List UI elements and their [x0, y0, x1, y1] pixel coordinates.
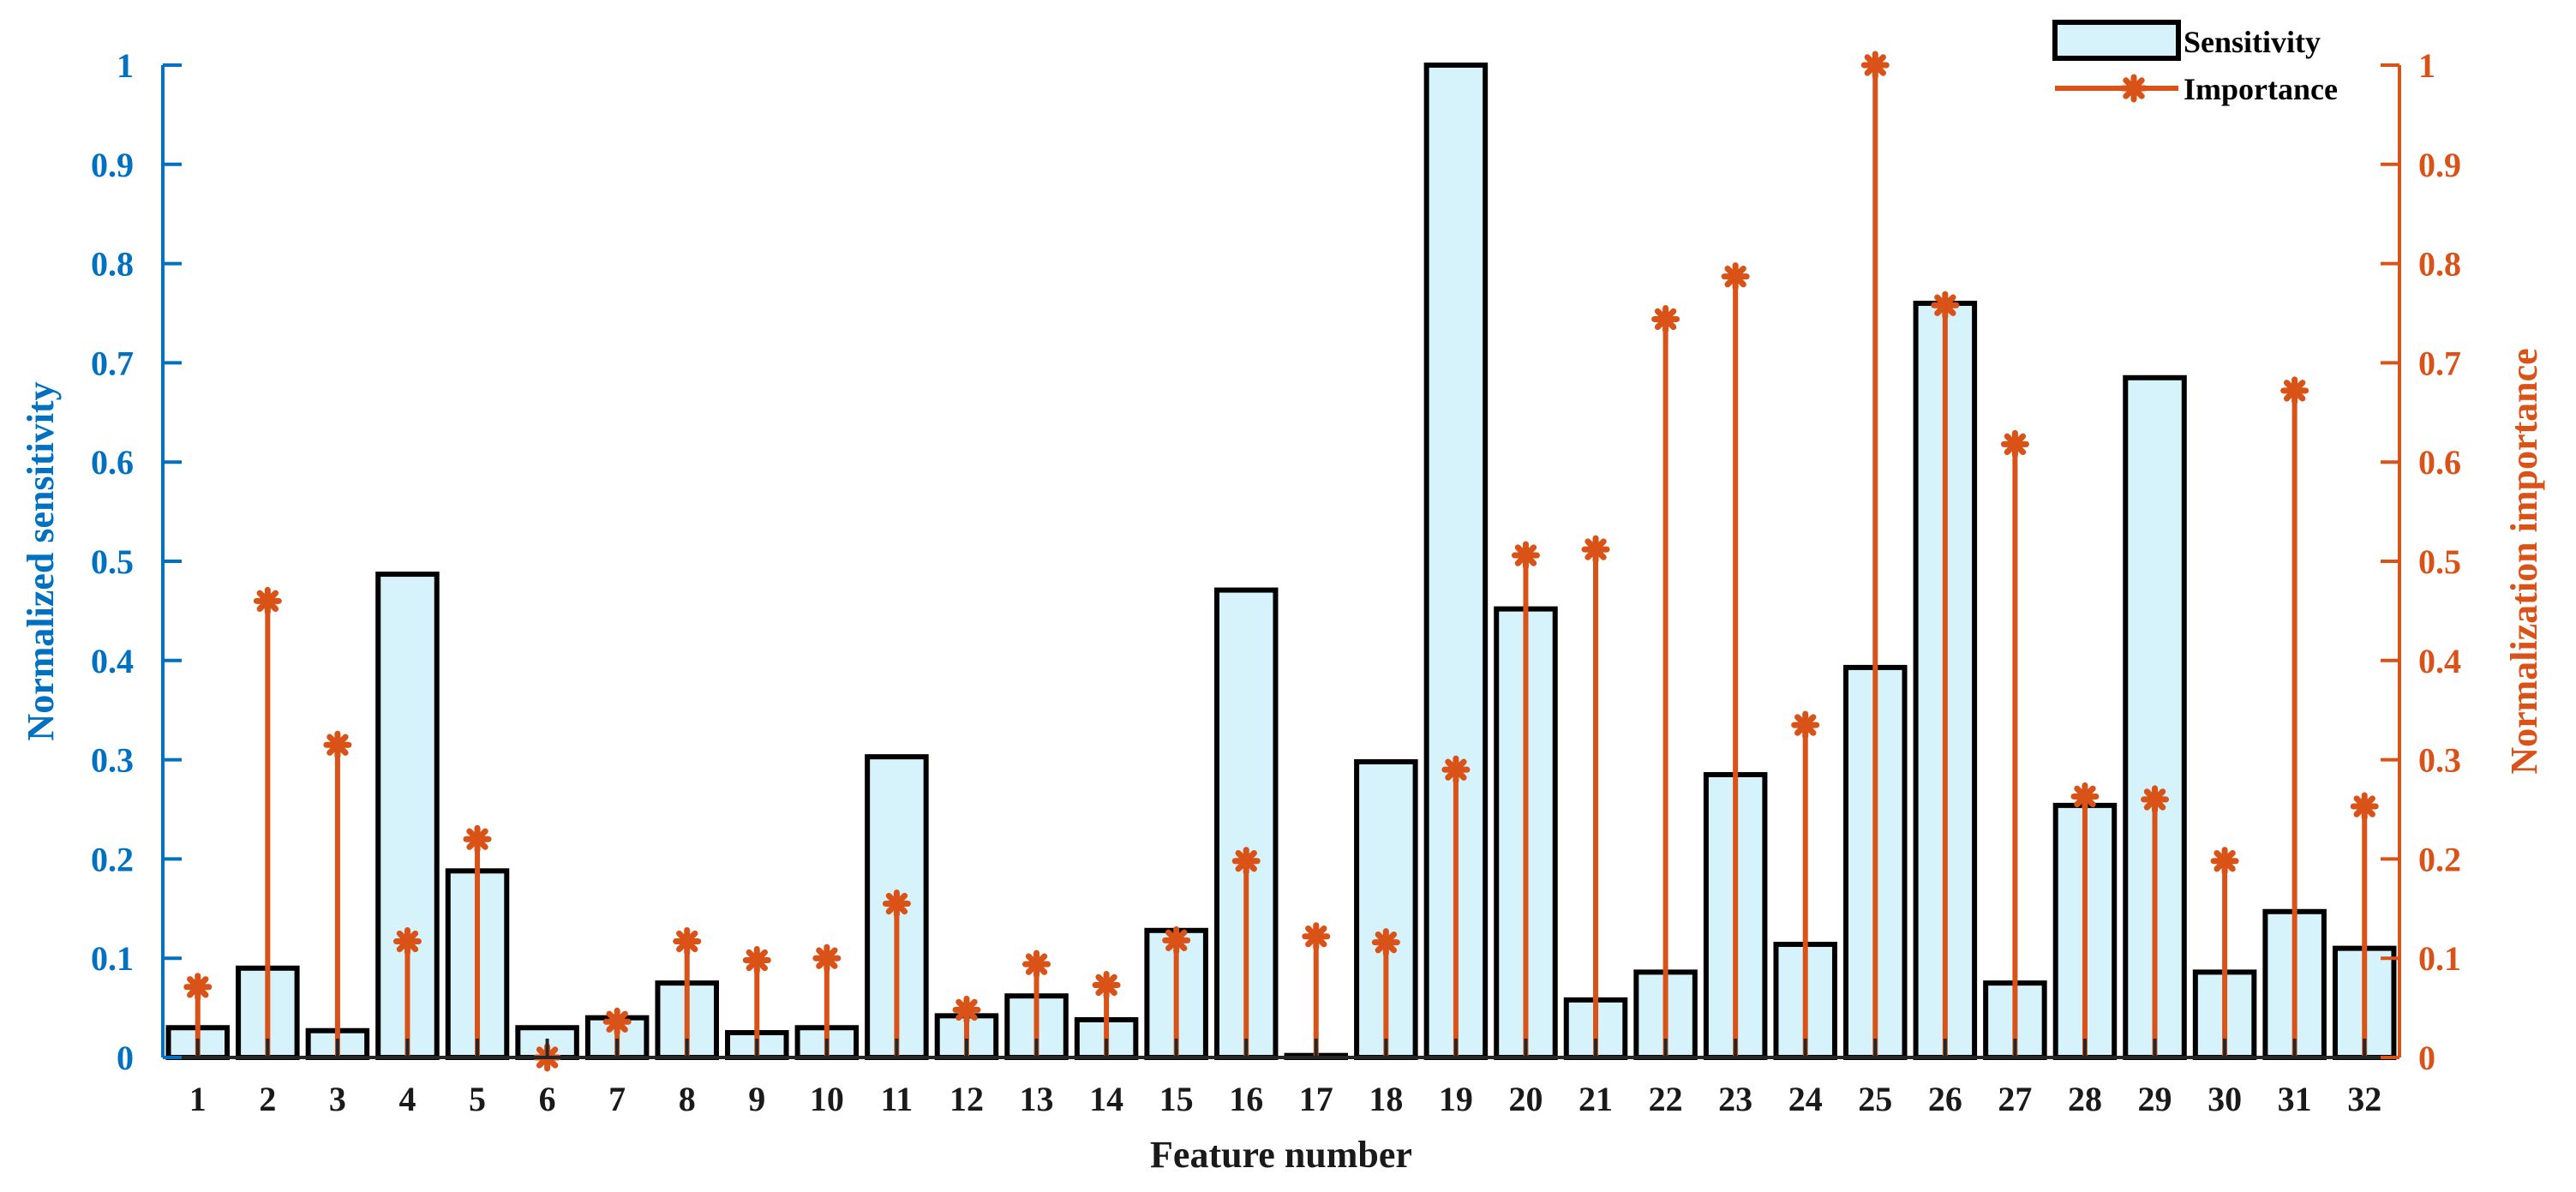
importance-marker-20 — [1511, 541, 1540, 570]
x-tick-label: 9 — [748, 1080, 765, 1118]
x-tick-label: 29 — [2138, 1080, 2172, 1118]
legend-sensitivity-swatch — [2052, 20, 2181, 61]
x-tick-label: 19 — [1439, 1080, 1473, 1118]
importance-marker-23 — [1721, 262, 1750, 291]
x-tick-label: 24 — [1788, 1080, 1823, 1118]
x-tick-label: 30 — [2208, 1080, 2242, 1118]
importance-marker-8 — [673, 927, 702, 956]
right-tick-label: 1 — [2418, 46, 2435, 85]
x-tick-label: 12 — [950, 1080, 984, 1118]
importance-marker-32 — [2350, 792, 2379, 821]
importance-marker-29 — [2141, 785, 2170, 814]
x-tick-label: 27 — [1998, 1080, 2032, 1118]
x-tick-label: 4 — [398, 1080, 416, 1118]
importance-marker-11 — [882, 890, 911, 919]
tick-labels: 0 0 0.1 0.1 0.2 0.2 0.3 0.3 0.4 0.4 0.5 0.5 0.6 0.6 0.… — [91, 46, 2461, 1118]
axes — [161, 63, 2401, 1059]
importance-marker-5 — [463, 824, 492, 854]
right-tick-label: 0.2 — [2418, 840, 2461, 878]
left-tick-label: 0.4 — [91, 642, 134, 680]
importance-marker-16 — [1231, 847, 1261, 876]
importance-marker-4 — [392, 927, 422, 956]
importance-marker-14 — [1092, 970, 1121, 999]
left-tick-label: 1 — [117, 46, 134, 85]
right-tick-label: 0.8 — [2418, 245, 2461, 284]
importance-marker-27 — [2000, 429, 2029, 458]
importance-marker-3 — [323, 730, 352, 759]
legend-importance-label: Importance — [2184, 72, 2338, 106]
legend-sensitivity-label: Sensitivity — [2184, 25, 2321, 59]
right-tick-label: 0.5 — [2418, 542, 2461, 581]
left-tick-label: 0.2 — [91, 840, 134, 878]
x-tick-label: 25 — [1858, 1080, 1892, 1118]
importance-marker-31 — [2280, 376, 2309, 405]
x-tick-label: 15 — [1159, 1080, 1194, 1118]
x-tick-label: 8 — [679, 1080, 696, 1118]
x-tick-label: 22 — [1649, 1080, 1683, 1118]
importance-marker-18 — [1371, 928, 1400, 957]
right-tick-label: 0.6 — [2418, 443, 2461, 482]
left-tick-label: 0.5 — [91, 542, 134, 581]
x-tick-label: 16 — [1229, 1080, 1263, 1118]
importance-marker-28 — [2070, 782, 2100, 811]
importance-marker-10 — [812, 943, 842, 973]
x-tick-label: 7 — [608, 1080, 626, 1118]
x-tick-label: 32 — [2347, 1080, 2381, 1118]
right-tick-label: 0.7 — [2418, 344, 2461, 382]
y-axis-title-left: Normalized sensitivity — [20, 381, 62, 740]
left-tick-label: 0.1 — [91, 939, 134, 978]
importance-marker-15 — [1162, 925, 1191, 955]
importance-marker-7 — [602, 1007, 632, 1036]
importance-marker-26 — [1931, 291, 1960, 320]
legend-importance-marker — [2119, 74, 2148, 103]
x-tick-label: 18 — [1369, 1080, 1403, 1118]
x-axis-title: Feature number — [1150, 1134, 1412, 1176]
right-tick-label: 0.9 — [2418, 146, 2461, 184]
x-tick-label: 17 — [1299, 1080, 1333, 1118]
sensitivity-bars — [165, 63, 2397, 1061]
importance-marker-24 — [1791, 710, 1820, 740]
importance-marker-13 — [1022, 949, 1051, 979]
x-tick-label: 14 — [1089, 1080, 1123, 1118]
right-tick-label: 0.4 — [2418, 642, 2461, 680]
importance-marker-30 — [2210, 847, 2239, 876]
importance-marker-19 — [1441, 755, 1471, 784]
importance-marker-21 — [1581, 535, 1610, 564]
x-tick-label: 21 — [1579, 1080, 1613, 1118]
right-tick-label: 0.3 — [2418, 741, 2461, 780]
importance-marker-17 — [1302, 922, 1331, 951]
importance-marker-22 — [1651, 304, 1680, 333]
left-tick-label: 0 — [117, 1039, 134, 1077]
x-tick-label: 31 — [2278, 1080, 2312, 1118]
legend: Sensitivity Importance — [2052, 20, 2338, 106]
importance-marker-1 — [183, 973, 213, 1002]
x-tick-label: 28 — [2068, 1080, 2102, 1118]
importance-marker-25 — [1860, 51, 1890, 80]
x-tick-label: 3 — [329, 1080, 346, 1118]
left-tick-label: 0.8 — [91, 245, 134, 284]
importance-stems — [183, 51, 2379, 1072]
left-tick-label: 0.9 — [91, 146, 134, 184]
x-tick-label: 2 — [259, 1080, 276, 1118]
right-tick-label: 0.1 — [2418, 939, 2461, 978]
x-tick-label: 11 — [881, 1080, 914, 1118]
importance-marker-12 — [952, 995, 981, 1024]
left-tick-label: 0.7 — [91, 344, 134, 382]
x-tick-label: 13 — [1020, 1080, 1054, 1118]
x-tick-label: 6 — [539, 1080, 556, 1118]
x-tick-label: 1 — [189, 1080, 207, 1118]
legend-importance-asterisk — [2119, 74, 2148, 103]
x-tick-label: 20 — [1508, 1080, 1543, 1118]
x-tick-label: 5 — [469, 1080, 486, 1118]
right-tick-label: 0 — [2418, 1039, 2435, 1077]
x-tick-label: 23 — [1718, 1080, 1752, 1118]
importance-marker-2 — [253, 586, 282, 615]
x-tick-label: 10 — [810, 1080, 844, 1118]
left-tick-label: 0.3 — [91, 741, 134, 780]
left-tick-label: 0.6 — [91, 443, 134, 482]
y-axis-title-right: Normalization importance — [2503, 348, 2545, 774]
importance-marker-9 — [742, 946, 771, 975]
x-tick-label: 26 — [1928, 1080, 1962, 1118]
